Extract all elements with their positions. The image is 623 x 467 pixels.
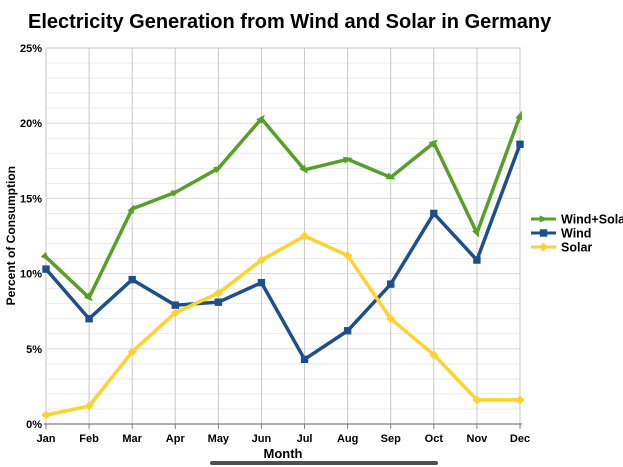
- data-point-solar: [41, 410, 51, 420]
- data-point-wind: [42, 265, 50, 273]
- data-point-solar: [429, 350, 439, 360]
- data-point-solar: [127, 347, 137, 357]
- data-point-wind-solar: [213, 165, 223, 174]
- x-tick-label: Sep: [381, 433, 401, 445]
- x-tick-label: Dec: [510, 433, 530, 445]
- data-point-solar: [256, 255, 266, 265]
- data-point-wind: [257, 278, 266, 287]
- data-point-wind: [343, 327, 352, 335]
- data-point-wind-solar: [256, 114, 265, 124]
- data-point-solar: [472, 395, 482, 405]
- series-line-wind-solar: [44, 113, 522, 300]
- legend-label-solar: Solar: [561, 241, 592, 255]
- data-point-solar: [386, 314, 396, 324]
- data-point-solar: [84, 401, 94, 411]
- data-point-wind: [430, 209, 438, 218]
- legend-marker-wind-solar: [539, 215, 549, 223]
- data-point-wind-solar: [385, 172, 396, 180]
- data-point-wind: [171, 301, 179, 309]
- x-tick-label: Aug: [337, 433, 358, 445]
- data-point-wind-solar: [343, 156, 353, 164]
- y-tick-label: 20%: [20, 118, 42, 130]
- y-tick-label: 25%: [20, 43, 42, 55]
- x-tick-label: Jul: [297, 433, 313, 445]
- series-line-wind: [44, 142, 522, 362]
- data-point-wind-solar: [472, 228, 480, 238]
- legend-label-wind-solar: Wind+Solar: [561, 213, 623, 227]
- x-tick-label: Mar: [122, 433, 142, 445]
- data-point-wind-solar: [428, 139, 438, 148]
- data-point-solar: [343, 251, 353, 261]
- data-point-wind: [473, 256, 481, 264]
- series-line-solar: [44, 234, 522, 417]
- data-point-wind-solar: [40, 251, 50, 261]
- y-tick-label: 0%: [26, 419, 42, 431]
- x-tick-label: May: [208, 433, 230, 445]
- data-point-solar: [170, 308, 180, 318]
- data-point-wind-solar: [515, 110, 522, 121]
- x-tick-label: Oct: [425, 433, 444, 445]
- x-tick-label: Jan: [37, 433, 56, 445]
- data-point-wind: [516, 140, 524, 148]
- data-point-solar: [213, 288, 223, 298]
- x-tick-label: Nov: [467, 433, 489, 445]
- data-point-wind-solar: [83, 292, 93, 302]
- data-point-solar: [300, 231, 310, 241]
- data-point-wind-solar: [170, 190, 181, 198]
- data-point-wind: [85, 315, 93, 323]
- y-tick-label: 15%: [20, 193, 42, 205]
- x-axis-title: Month: [263, 446, 303, 461]
- data-point-wind-solar: [299, 164, 308, 174]
- data-point-wind: [214, 298, 223, 306]
- legend-marker-solar: [539, 242, 548, 252]
- horizontal-scrollbar-thumb[interactable]: [210, 461, 438, 465]
- data-point-solar: [515, 395, 525, 405]
- data-point-wind-solar: [127, 204, 135, 214]
- legend-marker-wind: [539, 229, 548, 237]
- legend-label-wind: Wind: [561, 227, 591, 241]
- x-tick-label: Jun: [252, 433, 272, 445]
- y-tick-label: 10%: [20, 269, 42, 281]
- data-point-wind: [300, 355, 309, 364]
- data-point-wind: [128, 275, 136, 284]
- x-tick-label: Feb: [79, 433, 99, 445]
- data-point-wind: [387, 280, 395, 288]
- chart-title: Electricity Generation from Wind and Sol…: [28, 11, 552, 33]
- y-tick-label: 5%: [26, 344, 42, 356]
- x-tick-label: Apr: [166, 433, 186, 445]
